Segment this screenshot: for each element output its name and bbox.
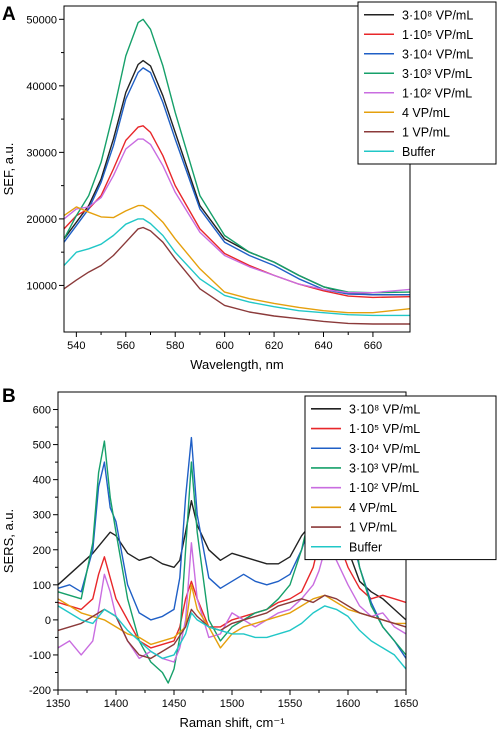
panel-a-legend-label-4: 1·10² VP/mL xyxy=(402,86,472,100)
panel-b-legend-label-0: 3·10⁸ VP/mL xyxy=(349,402,420,416)
panel-a-chart: 540 560 580 600 620 640 660 10000 20000 30000 4000… xyxy=(1,1,497,372)
panel-b-series-line-6 xyxy=(57,594,407,660)
panel-a-legend-box xyxy=(357,1,497,165)
panel-b-x-tick-label-1: 1400 xyxy=(104,698,128,710)
panel-b-y-tick-label-1: -100 xyxy=(29,650,51,662)
panel-b-x-tick-label-3: 1500 xyxy=(220,698,244,710)
panel-a-x-tick-label-1: 560 xyxy=(117,340,135,352)
panel-a-y-tick-label-3: 40000 xyxy=(26,81,57,93)
panel-a-x-tick-label-4: 620 xyxy=(265,340,283,352)
panel-b-y-tick-label-6: 400 xyxy=(33,475,51,487)
panel-b-y-tick-label-3: 100 xyxy=(33,580,51,592)
panel-b-x-tick-label-6: 1650 xyxy=(394,698,418,710)
panel-a-y-tick-label-2: 30000 xyxy=(26,147,57,159)
panel-a-x-tick-label-2: 580 xyxy=(166,340,184,352)
panel-a-y-tick-label-0: 10000 xyxy=(26,280,57,292)
panel-b-y-tick-label-5: 300 xyxy=(33,510,51,522)
panel-b-legend-label-3: 3·10³ VP/mL xyxy=(349,461,419,475)
panel-a-x-tick-label-3: 600 xyxy=(215,340,233,352)
panel-a-x-tick-label-5: 640 xyxy=(314,340,332,352)
panel-a-legend-label-6: 1 VP/mL xyxy=(402,125,450,139)
panel-a-x-tick-label-6: 660 xyxy=(364,340,382,352)
panel-a-legend-label-0: 3·10⁸ VP/mL xyxy=(402,8,473,22)
panel-a-legend: 3·10⁸ VP/mL 1·10⁵ VP/mL 3·10⁴ VP/mL 3·10³ V… xyxy=(357,1,497,165)
panel-a-legend-label-1: 1·10⁵ VP/mL xyxy=(402,28,473,42)
panel-b-series-line-5 xyxy=(57,584,406,649)
panel-b-chart: 1350 1400 1450 1500 1550 1600 1650 -200 -100 0 100… xyxy=(1,391,497,730)
panel-a-y-tick-label-4: 50000 xyxy=(26,14,57,26)
panel-b-legend-label-6: 1 VP/mL xyxy=(349,521,397,535)
panel-b-legend: 3·10⁸ VP/mL 1·10⁵ VP/mL 3·10⁴ VP/mL 3·10³ V… xyxy=(304,395,497,561)
panel-b-legend-box xyxy=(304,395,497,561)
panel-a-legend-label-2: 3·10⁴ VP/mL xyxy=(402,47,473,61)
panel-a-legend-label-7: Buffer xyxy=(402,145,435,159)
panel-b-label: B xyxy=(2,386,16,407)
panel-b-legend-label-2: 3·10⁴ VP/mL xyxy=(349,442,420,456)
panel-b-x-tick-label-5: 1600 xyxy=(336,698,360,710)
panel-b-series-line-4 xyxy=(57,542,407,663)
panel-b-legend-label-1: 1·10⁵ VP/mL xyxy=(349,422,420,436)
panel-a-series-line-1 xyxy=(63,125,411,299)
panel-a-series-line-7 xyxy=(63,218,410,317)
panel-b-legend-label-4: 1·10² VP/mL xyxy=(349,481,419,495)
panel-b-legend-label-5: 4 VP/mL xyxy=(349,501,397,515)
panel-a-x-axis-label: Wavelength, nm xyxy=(190,357,283,372)
panel-b-legend-label-7: Buffer xyxy=(349,540,382,554)
panel-b-x-tick-label-2: 1450 xyxy=(162,698,186,710)
panel-a-plot-frame xyxy=(63,5,411,333)
panel-a-series-line-2 xyxy=(63,67,410,296)
panel-b-y-tick-label-7: 500 xyxy=(33,440,51,452)
panel-a-legend-label-5: 4 VP/mL xyxy=(402,106,450,120)
panel-a-y-axis-label: SEF, a.u. xyxy=(1,143,16,196)
panel-a-label: A xyxy=(2,4,16,25)
panel-b-y-tick-label-8: 600 xyxy=(33,405,51,417)
panel-b-y-tick-label-2: 0 xyxy=(45,615,51,627)
panel-a-y-tick-label-1: 20000 xyxy=(26,214,57,226)
panel-a-series-line-3 xyxy=(63,18,411,294)
panel-b-series-line-7 xyxy=(57,605,407,670)
panel-b-x-axis-label: Raman shift, cm⁻¹ xyxy=(179,715,285,730)
panel-a-series-line-6 xyxy=(63,226,410,325)
panel-b-y-tick-label-4: 200 xyxy=(33,545,51,557)
panel-a-legend-label-3: 3·10³ VP/mL xyxy=(402,67,472,81)
panel-b-y-axis-label: SERS, a.u. xyxy=(1,509,16,573)
panel-b-x-tick-label-0: 1350 xyxy=(46,698,70,710)
panel-a-x-tick-label-0: 540 xyxy=(67,340,85,352)
panel-a-series-line-4 xyxy=(63,138,411,294)
panel-b-x-tick-label-4: 1550 xyxy=(278,698,302,710)
panel-a-series-line-5 xyxy=(63,204,411,314)
panel-b-y-tick-label-0: -200 xyxy=(29,685,51,697)
